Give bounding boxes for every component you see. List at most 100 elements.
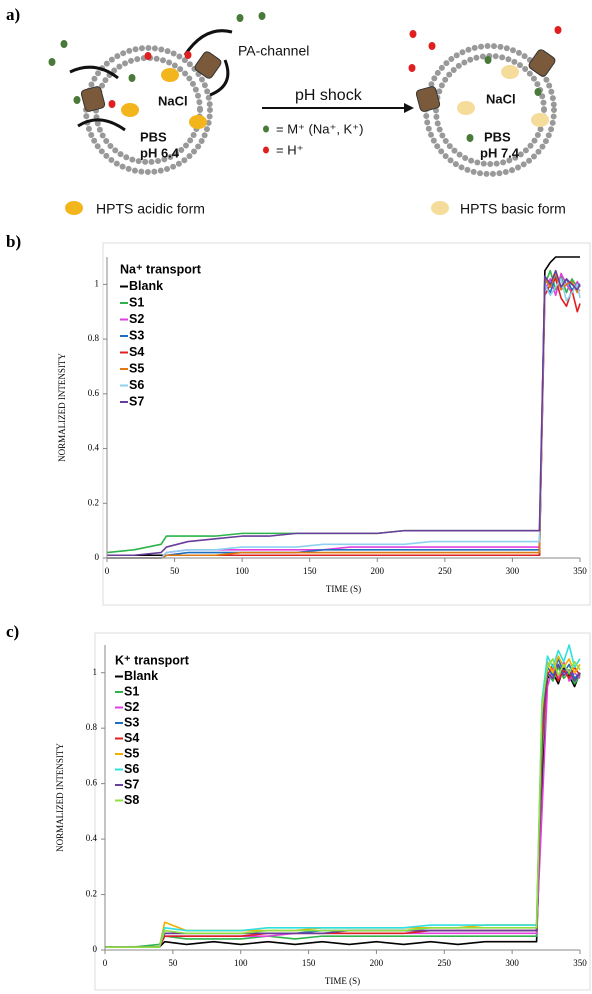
legend-label: S2: [129, 312, 144, 326]
cation-key: [263, 125, 269, 133]
proton: [408, 64, 416, 72]
panel-a: a) NaCl PBS pH 6.4 PA-channel HPTS acidi…: [6, 5, 566, 217]
x-tick-label: 50: [168, 958, 178, 968]
series-line: [105, 663, 581, 949]
salt-label: NaCl: [486, 91, 516, 106]
panel-label: c): [6, 622, 19, 641]
x-tick-label: 300: [506, 566, 520, 576]
proton: [428, 42, 436, 50]
panel-label: a): [6, 5, 20, 24]
arrow: [69, 65, 119, 80]
series-line: [105, 658, 581, 949]
channel: [528, 49, 556, 77]
x-tick-label: 100: [235, 566, 249, 576]
y-tick-label: 0.6: [86, 778, 98, 788]
chart: b) 0 0.2 0.4 0.6 0.8 1 0 50 100 150 200 250 300 350 TIM…: [6, 232, 591, 606]
y-tick-label: 0.8: [88, 333, 100, 343]
x-tick-label: 250: [438, 958, 452, 968]
x-tick-label: 200: [370, 958, 384, 968]
legend-label: S3: [129, 328, 144, 342]
chart: c) 0 0.2 0.4 0.6 0.8 1 0 50 100 150 200 250 300 350 TIM…: [6, 622, 591, 991]
series-line: [105, 644, 581, 949]
channel-label: PA-channel: [238, 43, 309, 59]
series-line: [107, 269, 581, 557]
cation: [466, 134, 474, 142]
panel-label: b): [6, 232, 21, 251]
y-tick-label: 1: [95, 278, 100, 288]
series-line: [105, 660, 581, 949]
legend-label: S7: [124, 777, 139, 791]
series-line: [105, 666, 581, 949]
legend-label: S6: [124, 762, 139, 776]
dye: [161, 68, 179, 82]
x-tick-label: 150: [303, 566, 317, 576]
x-tick-label: 100: [234, 958, 248, 968]
caption: HPTS acidic form: [96, 201, 205, 217]
y-tick-label: 0.4: [88, 443, 100, 453]
x-tick-label: 200: [371, 566, 385, 576]
legend-label: S3: [124, 715, 139, 729]
key-label: = H⁺: [276, 142, 303, 157]
dye-key: [65, 201, 83, 215]
dye: [189, 115, 207, 129]
cation: [258, 12, 266, 20]
y-tick-label: 0.4: [86, 833, 98, 843]
series-line: [105, 666, 581, 949]
chart-frame: [102, 242, 591, 606]
legend-label: S6: [129, 378, 144, 392]
legend-title: K⁺ transport: [115, 653, 190, 667]
x-axis-title: TIME (S): [326, 584, 361, 594]
series-line: [105, 658, 581, 949]
proton-key: [263, 146, 269, 154]
legend-label: S5: [124, 746, 139, 760]
legend-title: Na⁺ transport: [120, 262, 202, 276]
legend-label: S5: [129, 361, 144, 375]
legend-label: S1: [124, 684, 139, 698]
legend-label: S4: [129, 345, 144, 359]
series-line: [107, 272, 581, 559]
y-tick-label: 0.2: [88, 497, 99, 507]
series-line: [107, 272, 581, 559]
key-label: = M⁺ (Na⁺, K⁺): [276, 121, 363, 136]
arrowhead: [404, 103, 414, 113]
cation: [60, 40, 68, 48]
y-tick-label: 0.6: [88, 388, 100, 398]
channel: [80, 86, 106, 112]
arrow-label: pH shock: [295, 87, 363, 104]
legend-label: Blank: [124, 669, 158, 683]
x-axis-title: TIME (S): [325, 976, 360, 986]
ph-label: pH 6.4: [140, 145, 180, 160]
proton: [554, 26, 562, 34]
arrow: [209, 59, 230, 97]
x-tick-label: 150: [302, 958, 316, 968]
proton: [108, 100, 116, 108]
dye-key: [431, 201, 449, 215]
buffer-label: PBS: [140, 129, 167, 144]
cation: [534, 88, 542, 96]
cation: [236, 14, 244, 22]
x-tick-label: 0: [105, 566, 110, 576]
proton: [409, 30, 417, 38]
legend-label: Blank: [129, 279, 163, 293]
cation: [48, 58, 56, 66]
y-axis-title: NORMALIZED INTENSITY: [55, 743, 65, 852]
x-tick-label: 250: [438, 566, 452, 576]
vesicle-inner: [433, 53, 547, 167]
salt-label: NaCl: [158, 93, 188, 108]
y-tick-label: 0: [93, 944, 98, 954]
x-tick-label: 350: [573, 566, 587, 576]
legend-label: S8: [124, 793, 139, 807]
x-tick-label: 50: [170, 566, 180, 576]
arrow: [183, 29, 233, 56]
legend-label: S7: [129, 394, 144, 408]
y-tick-label: 0: [95, 552, 100, 562]
x-tick-label: 300: [505, 958, 519, 968]
buffer-label: PBS: [484, 129, 511, 144]
x-tick-label: 350: [573, 958, 587, 968]
y-tick-label: 1: [93, 667, 98, 677]
x-tick-label: 0: [103, 958, 108, 968]
series-line: [107, 256, 580, 557]
cation: [484, 56, 492, 64]
series-line: [107, 275, 580, 559]
